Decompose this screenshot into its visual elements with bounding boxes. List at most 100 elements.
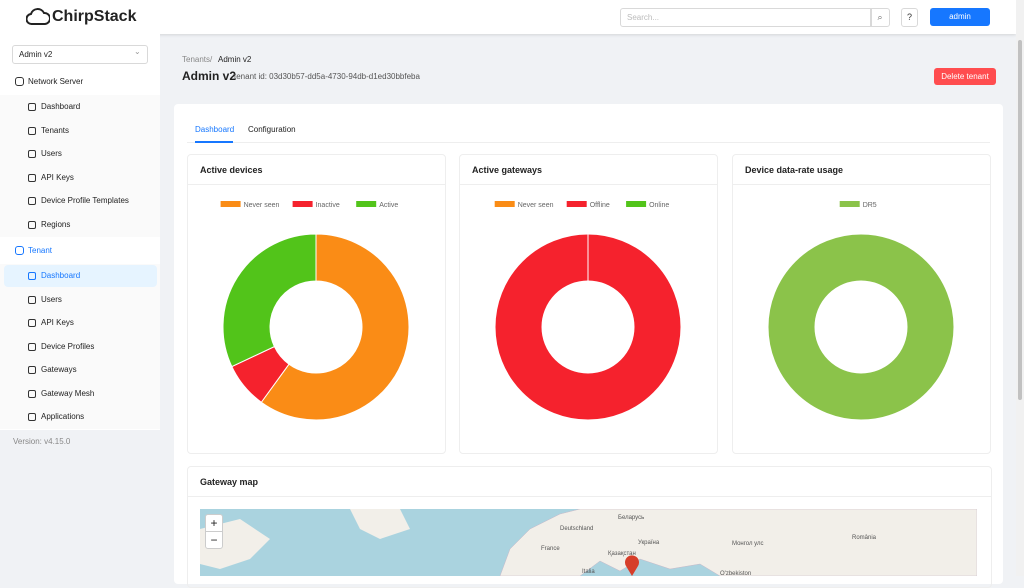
map-label: O'zbekiston	[720, 571, 751, 576]
help-button[interactable]: ?	[901, 8, 918, 27]
card-divider	[459, 184, 717, 185]
menu-item[interactable]: Dashboard	[41, 271, 81, 280]
tenant-title-bg	[0, 238, 160, 264]
donut-slice	[494, 233, 682, 421]
breadcrumb-sep: /	[210, 55, 213, 64]
menu-icon	[28, 197, 36, 205]
legend-swatch	[494, 201, 515, 207]
tab-underline	[195, 141, 233, 143]
logo-icon	[26, 8, 50, 25]
card-divider	[187, 184, 445, 185]
menu-item[interactable]: Regions	[41, 220, 71, 229]
menu-icon	[28, 296, 36, 304]
header	[0, 0, 1016, 34]
menu-icon	[28, 319, 36, 327]
map-label: România	[852, 535, 877, 541]
legend-swatch	[566, 201, 587, 207]
map-label: Україна	[638, 540, 660, 546]
menu-item[interactable]: Tenants	[41, 126, 70, 135]
menu-icon	[28, 150, 36, 158]
page-title: Admin v2	[182, 69, 237, 83]
menu-icon	[28, 390, 36, 398]
map-label: Қазақстан	[608, 551, 636, 557]
menu-item[interactable]: Gateway Mesh	[41, 389, 95, 398]
tenant-select[interactable]: Admin v2	[12, 45, 148, 64]
legend-label: DR5	[863, 202, 877, 209]
legend-swatch	[626, 201, 647, 207]
map-label: France	[541, 546, 560, 552]
legend-label: Never seen	[518, 202, 554, 209]
menu-item[interactable]: API Keys	[41, 318, 74, 327]
section-icon	[15, 246, 24, 255]
logo-text: ChirpStack	[52, 8, 137, 25]
map: Deutschland Беларусь France УкраїнаҚазақста…	[200, 509, 977, 576]
menu-icon	[28, 366, 36, 374]
legend-label: Online	[649, 202, 669, 209]
selected-bg	[4, 265, 157, 287]
menu-item[interactable]: Dashboard	[41, 102, 81, 111]
menu-icon	[28, 221, 36, 229]
legend-swatch	[292, 201, 313, 207]
tenant-id: tenant id: 03d30b57-dd5a-4730-94db-d1ed3…	[234, 72, 420, 81]
legend-swatch	[839, 201, 860, 207]
chart-title: Active devices	[200, 165, 263, 175]
tab[interactable]: Dashboard	[195, 125, 235, 134]
legend-label: Active	[379, 202, 398, 209]
menu-item[interactable]: Device Profile Templates	[41, 196, 129, 205]
user-button[interactable]: admin	[930, 8, 990, 26]
chart: Never seen Offline Online	[494, 201, 682, 421]
gateway-marker	[625, 555, 639, 576]
legend-swatch	[220, 201, 241, 207]
zoom-in[interactable]: +	[205, 514, 223, 532]
user-name: admin	[949, 12, 971, 21]
menu-icon	[28, 174, 36, 182]
section-title[interactable]: Network Server	[28, 77, 84, 86]
map-label: Монгол улс	[732, 541, 764, 547]
breadcrumb-current: Admin v2	[218, 55, 252, 64]
map-label: Беларусь	[618, 515, 644, 521]
menu-icon	[28, 127, 36, 135]
scroll-thumb	[1018, 40, 1022, 400]
chart-title: Device data-rate usage	[745, 165, 844, 175]
legend-label: Inactive	[316, 202, 340, 209]
map-label: Italia	[582, 569, 595, 575]
delete-button[interactable]: Delete tenant	[934, 68, 996, 85]
map-label: Deutschland	[560, 526, 593, 532]
chart: Never seen Inactive Active	[220, 201, 410, 421]
map-title: Gateway map	[200, 477, 259, 487]
menu-item[interactable]: Applications	[41, 412, 85, 421]
land	[350, 509, 410, 539]
card-divider	[732, 184, 990, 185]
zoom-out[interactable]: −	[205, 531, 223, 549]
chart-title: Active gateways	[472, 165, 543, 175]
section-title[interactable]: Tenant	[28, 246, 53, 255]
land	[499, 509, 977, 576]
menu-item[interactable]: Gateways	[41, 365, 77, 374]
menu-item[interactable]: Device Profiles	[41, 342, 95, 351]
menu-icon	[28, 272, 36, 280]
legend-swatch	[356, 201, 377, 207]
tab[interactable]: Configuration	[248, 125, 296, 134]
menu-icon	[28, 413, 36, 421]
menu-item[interactable]: Users	[41, 295, 62, 304]
card-divider	[187, 496, 991, 497]
menu-item[interactable]: Users	[41, 149, 62, 158]
legend-label: Offline	[590, 202, 610, 209]
chart-card	[732, 154, 991, 454]
donut-slice	[767, 233, 955, 421]
search-button[interactable]: ⌕	[870, 8, 890, 27]
donut-slice	[222, 233, 317, 368]
tabs-line	[187, 142, 990, 143]
submenu-bg	[0, 264, 160, 429]
version: Version: v4.15.0	[13, 437, 71, 446]
menu-item[interactable]: API Keys	[41, 173, 74, 182]
menu-icon	[28, 343, 36, 351]
search-input[interactable]: Search...	[620, 8, 872, 27]
chart-card	[187, 154, 446, 454]
chart: DR5	[767, 201, 955, 421]
breadcrumb-link[interactable]: Tenants	[182, 55, 211, 64]
donut-slice	[260, 233, 410, 421]
submenu-bg	[0, 95, 160, 237]
section-icon	[15, 77, 24, 86]
